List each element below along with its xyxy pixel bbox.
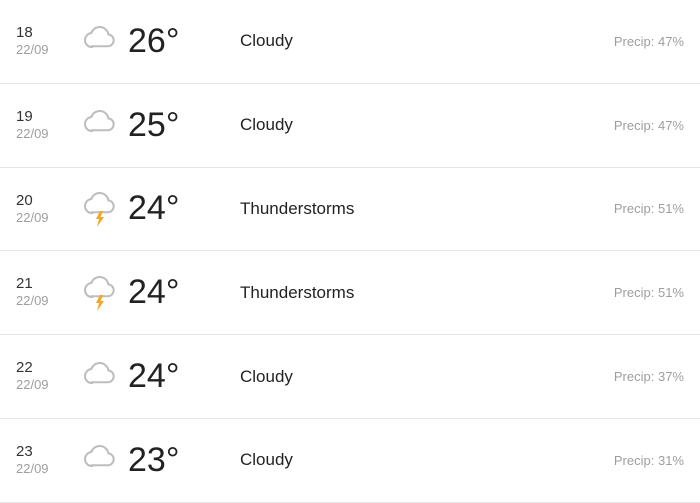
thunderstorm-icon [80,189,120,229]
forecast-row[interactable]: 19 22/09 25° Cloudy Precip: 47% [0,84,700,168]
cloud-icon [80,440,120,480]
forecast-row[interactable]: 21 22/09 24° Thunderstorms Precip: 51% [0,251,700,335]
date-label: 22/09 [16,293,72,310]
temperature: 26° [128,22,212,61]
hour-label: 20 [16,192,72,210]
time-column: 19 22/09 [16,108,72,143]
cloud-icon [80,105,120,145]
condition-label: Thunderstorms [212,199,614,219]
precip-label: Precip: 47% [614,34,684,49]
precip-label: Precip: 37% [614,369,684,384]
time-column: 22 22/09 [16,359,72,394]
hour-label: 18 [16,24,72,42]
weather-icon-wrap [72,273,128,313]
condition-label: Cloudy [212,450,614,470]
weather-icon-wrap [72,105,128,145]
time-column: 21 22/09 [16,275,72,310]
time-column: 18 22/09 [16,24,72,59]
thunderstorm-icon [80,273,120,313]
condition-label: Cloudy [212,367,614,387]
temperature: 24° [128,273,212,312]
weather-icon-wrap [72,357,128,397]
time-column: 20 22/09 [16,192,72,227]
date-label: 22/09 [16,377,72,394]
forecast-row[interactable]: 23 22/09 23° Cloudy Precip: 31% [0,419,700,503]
condition-label: Thunderstorms [212,283,614,303]
time-column: 23 22/09 [16,443,72,478]
cloud-icon [80,21,120,61]
hourly-forecast-list: 18 22/09 26° Cloudy Precip: 47% 19 22/09… [0,0,700,503]
forecast-row[interactable]: 18 22/09 26° Cloudy Precip: 47% [0,0,700,84]
precip-label: Precip: 51% [614,285,684,300]
temperature: 23° [128,441,212,480]
weather-icon-wrap [72,440,128,480]
hour-label: 19 [16,108,72,126]
forecast-row[interactable]: 22 22/09 24° Cloudy Precip: 37% [0,335,700,419]
precip-label: Precip: 51% [614,201,684,216]
temperature: 24° [128,357,212,396]
hour-label: 21 [16,275,72,293]
weather-icon-wrap [72,21,128,61]
forecast-row[interactable]: 20 22/09 24° Thunderstorms Precip: 51% [0,168,700,252]
condition-label: Cloudy [212,31,614,51]
cloud-icon [80,357,120,397]
precip-label: Precip: 47% [614,118,684,133]
hour-label: 22 [16,359,72,377]
precip-label: Precip: 31% [614,453,684,468]
date-label: 22/09 [16,126,72,143]
date-label: 22/09 [16,461,72,478]
condition-label: Cloudy [212,115,614,135]
hour-label: 23 [16,443,72,461]
date-label: 22/09 [16,42,72,59]
weather-icon-wrap [72,189,128,229]
temperature: 25° [128,106,212,145]
temperature: 24° [128,189,212,228]
date-label: 22/09 [16,210,72,227]
